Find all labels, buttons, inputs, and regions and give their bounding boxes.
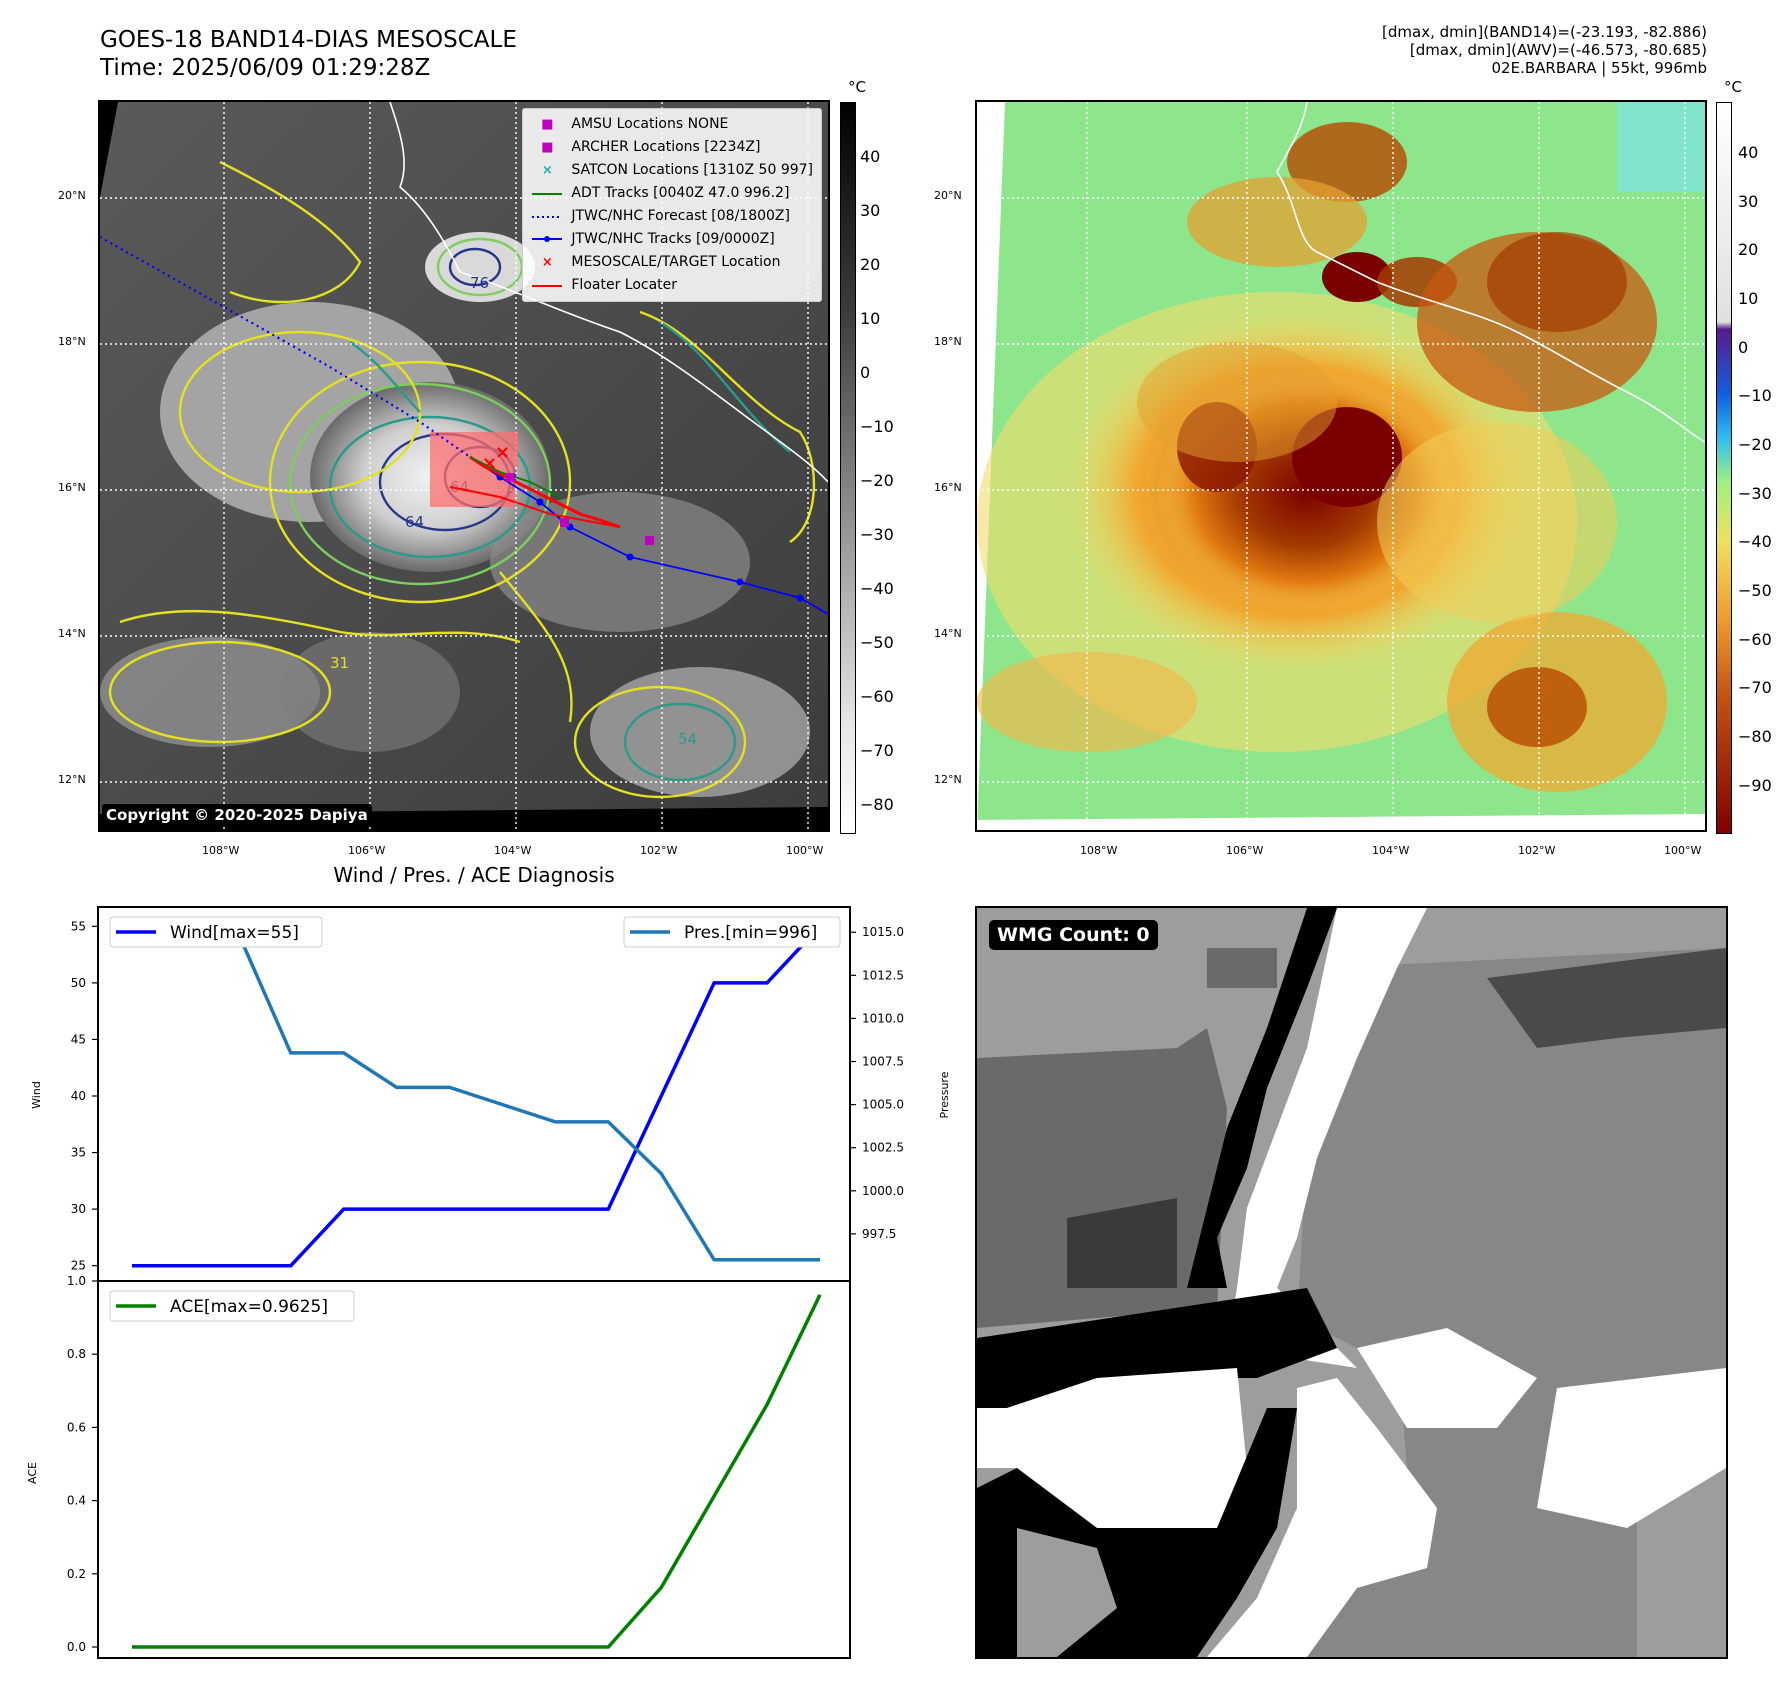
wind-ticks-tick-label: 45 <box>71 1032 86 1046</box>
pressure-ylabel: Pressure <box>938 1071 951 1118</box>
wind-ticks-tick-label: 25 <box>71 1259 86 1273</box>
floater-locater-line <box>469 455 621 529</box>
pres-legend: Pres.[min=996] <box>623 916 841 948</box>
legend-item-target: × MESOSCALE/TARGET Location <box>541 254 781 270</box>
left-colorbar-unit: °C <box>848 78 866 96</box>
ace-axes <box>97 1280 851 1659</box>
wmg-canvas <box>977 908 1726 1657</box>
info-block: [dmax, dmin](BAND14)=(-23.193, -82.886) … <box>1382 23 1707 77</box>
pres-y-ticks: 1015.0 1012.5 1010.0 1007.5 1005.0 1002.5 1000… <box>850 925 904 1241</box>
figure-title: GOES-18 BAND14-DIAS MESOSCALE Time: 2025… <box>100 26 517 82</box>
wind-series-line <box>132 925 822 1268</box>
pres-ticks-tick-label: 1007.5 <box>862 1055 904 1069</box>
legend-item-tracks: JTWC/NHC Tracks [09/0000Z] <box>531 228 813 251</box>
right-colorbar-unit: °C <box>1724 78 1742 96</box>
wind-ticks-tick-label: 30 <box>71 1202 86 1216</box>
svg-text:Wind[max=55]: Wind[max=55] <box>170 923 299 943</box>
left-colorbar <box>840 102 856 834</box>
legend-item-floater: Floater Locater <box>532 277 678 293</box>
ace-ylabel: ACE <box>26 1462 39 1484</box>
archer-location <box>560 518 569 527</box>
mesoscale-target-marker: × <box>482 453 497 474</box>
wind-ticks-tick-label: 40 <box>71 1089 86 1103</box>
contour-label-64: 64 <box>405 513 424 531</box>
wind-legend: Wind[max=55] <box>109 916 323 948</box>
ace-ticks-tick-label: 1.0 <box>67 1274 86 1288</box>
contour-label-76: 76 <box>470 274 489 292</box>
pres-ticks-tick-label: 1012.5 <box>862 968 904 982</box>
svg-text:Pres.[min=996]: Pres.[min=996] <box>684 923 817 943</box>
ace-ticks-tick-label: 0.2 <box>67 1567 86 1581</box>
diagnosis-title: Wind / Pres. / ACE Diagnosis <box>333 863 615 887</box>
pres-ticks-tick-label: 1005.0 <box>862 1098 904 1112</box>
contour-label-31: 31 <box>330 654 349 672</box>
awv-map-canvas <box>977 102 1705 830</box>
wind-ylabel: Wind <box>30 1081 43 1109</box>
legend-item-amsu: ■ AMSU Locations NONE <box>541 116 729 132</box>
pressure-series-line <box>132 930 820 1262</box>
info-line-1: [dmax, dmin](BAND14)=(-23.193, -82.886) <box>1382 23 1707 41</box>
copyright-badge: Copyright © 2020-2025 Dapiya <box>102 804 372 826</box>
contour-label-54: 54 <box>678 730 697 748</box>
mesoscale-target-marker: × <box>495 442 510 463</box>
ace-ticks-tick-label: 0.0 <box>67 1640 86 1654</box>
info-line-2: [dmax, dmin](AWV)=(-46.573, -80.685) <box>1409 41 1707 59</box>
ace-legend: ACE[max=0.9625] <box>109 1290 355 1322</box>
wind-y-ticks: 55 50 45 40 35 30 25 <box>71 919 98 1273</box>
svg-text:ACE[max=0.9625]: ACE[max=0.9625] <box>170 1297 328 1317</box>
pres-ticks-tick-label: 1015.0 <box>862 925 904 939</box>
title-line-1: GOES-18 BAND14-DIAS MESOSCALE <box>100 27 517 53</box>
jtwc-forecast-track <box>100 236 471 458</box>
pres-ticks-tick-label: 1010.0 <box>862 1011 904 1025</box>
ace-series-line <box>132 1293 822 1649</box>
floater-locater-line-2 <box>449 486 621 528</box>
right-colorbar <box>1716 102 1732 834</box>
archer-location <box>506 473 515 482</box>
pres-ticks-tick-label: 1002.5 <box>862 1141 904 1155</box>
awv-map-panel <box>975 100 1707 832</box>
legend-item-archer: ■ ARCHER Locations [2234Z] <box>541 139 761 155</box>
ace-ticks-tick-label: 0.4 <box>67 1494 86 1508</box>
pres-ticks-tick-label: 997.5 <box>862 1227 896 1241</box>
ace-ticks-tick-label: 0.6 <box>67 1420 86 1434</box>
ace-ticks-tick-label: 0.8 <box>67 1347 86 1361</box>
archer-location <box>645 536 654 545</box>
wind-ticks-tick-label: 55 <box>71 919 86 933</box>
ace-y-ticks: 1.0 0.8 0.6 0.4 0.2 0.0 <box>67 1274 98 1654</box>
legend-item-satcon: × SATCON Locations [1310Z 50 997] <box>541 162 813 178</box>
info-line-3: 02E.BARBARA | 55kt, 996mb <box>1491 59 1707 77</box>
title-line-2: Time: 2025/06/09 01:29:28Z <box>100 55 431 81</box>
band14-map-panel: 76 64 54 64 31 × × ■AMSU Locations NONE … <box>98 100 830 832</box>
wmg-count-badge: WMG Count: 0 <box>989 920 1158 950</box>
legend-item-adt: ADT Tracks [0040Z 47.0 996.2] <box>532 185 790 201</box>
legend-item-forecast: JTWC/NHC Forecast [08/1800Z] <box>532 208 790 224</box>
wind-ticks-tick-label: 50 <box>71 976 86 990</box>
map-legend: ■ AMSU Locations NONE ■ ARCHER Locations [… <box>522 108 822 302</box>
pres-ticks-tick-label: 1000.0 <box>862 1184 904 1198</box>
wmg-panel: WMG Count: 0 <box>975 906 1728 1659</box>
wind-ticks-tick-label: 35 <box>71 1146 86 1160</box>
